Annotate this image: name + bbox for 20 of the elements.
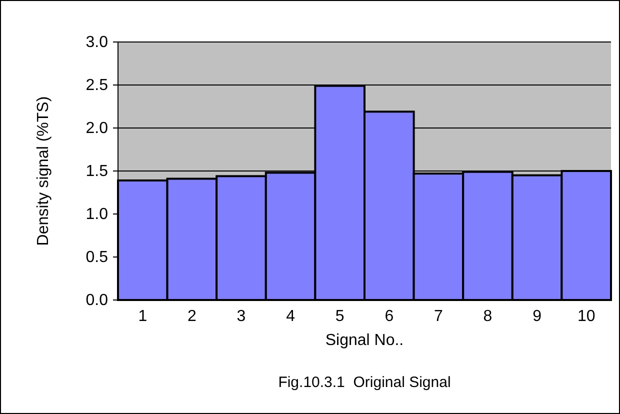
x-tick-label: 4 — [286, 308, 296, 325]
y-tick-label: 2.0 — [86, 120, 108, 138]
text: Fig.10.3.1 Original Signal — [278, 374, 451, 391]
y-tick-label: 1.5 — [86, 163, 108, 180]
x-tick-label: 5 — [335, 308, 344, 325]
x-tick-label: 2 — [187, 308, 196, 325]
y-tick-label: 2.5 — [86, 77, 108, 94]
y-tick-label: 1.0 — [86, 206, 108, 224]
x-tick-label: 6 — [384, 308, 394, 325]
x-tick-label: 9 — [532, 308, 542, 325]
x-tick-label: 7 — [434, 308, 443, 325]
x-tick-label: 10 — [577, 308, 596, 325]
y-axis-title: Density signal (%TS) — [35, 96, 52, 246]
x-axis-title: Signal No.. — [325, 332, 404, 349]
y-tick-label: 3.0 — [86, 34, 108, 52]
y-tick-label: 0.5 — [86, 249, 108, 266]
x-tick-label: 8 — [483, 308, 492, 325]
x-tick-label: 1 — [138, 308, 148, 325]
y-tick-label: 0.0 — [86, 292, 108, 310]
x-tick-label: 3 — [236, 308, 246, 325]
